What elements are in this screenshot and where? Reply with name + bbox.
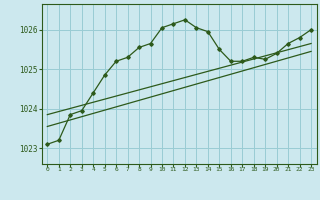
Text: Graphe pression niveau de la mer (hPa): Graphe pression niveau de la mer (hPa) <box>58 183 262 192</box>
